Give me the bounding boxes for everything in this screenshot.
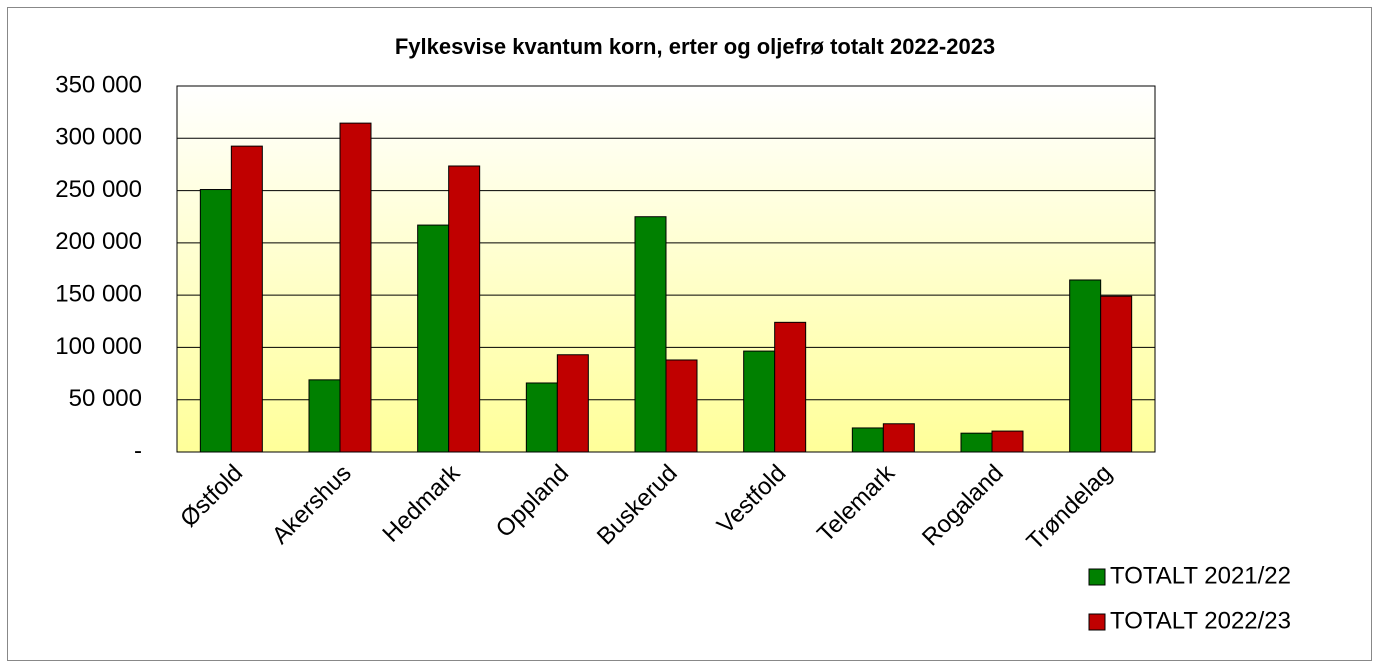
bar (960, 432, 993, 453)
legend-swatch (1088, 568, 1106, 586)
bar (417, 224, 450, 453)
bar (230, 145, 263, 453)
bar (308, 379, 341, 453)
bar (448, 165, 481, 453)
y-tick-label: 150 000 (55, 280, 142, 307)
bar (1069, 279, 1102, 453)
bar (199, 189, 232, 453)
bar (665, 359, 698, 453)
chart-title: Fylkesvise kvantum korn, erter og oljefr… (395, 34, 995, 59)
y-tick-label: 100 000 (55, 333, 142, 360)
bar (634, 216, 667, 453)
bar (743, 350, 776, 453)
bar (339, 122, 372, 453)
legend-label: TOTALT 2021/22 (1110, 562, 1291, 589)
bar (774, 321, 807, 453)
y-tick-label: 50 000 (69, 385, 142, 412)
bar (1100, 295, 1133, 453)
y-tick-label: 350 000 (55, 71, 142, 98)
bar (525, 382, 558, 453)
bar (991, 430, 1024, 453)
legend-swatch (1088, 613, 1106, 631)
y-tick-label: 300 000 (55, 124, 142, 151)
bar (882, 423, 915, 453)
bar (556, 354, 589, 453)
legend-label: TOTALT 2022/23 (1110, 607, 1291, 634)
y-tick-label: - (134, 437, 142, 464)
y-tick-label: 200 000 (55, 228, 142, 255)
y-tick-label: 250 000 (55, 176, 142, 203)
bar (851, 427, 884, 453)
